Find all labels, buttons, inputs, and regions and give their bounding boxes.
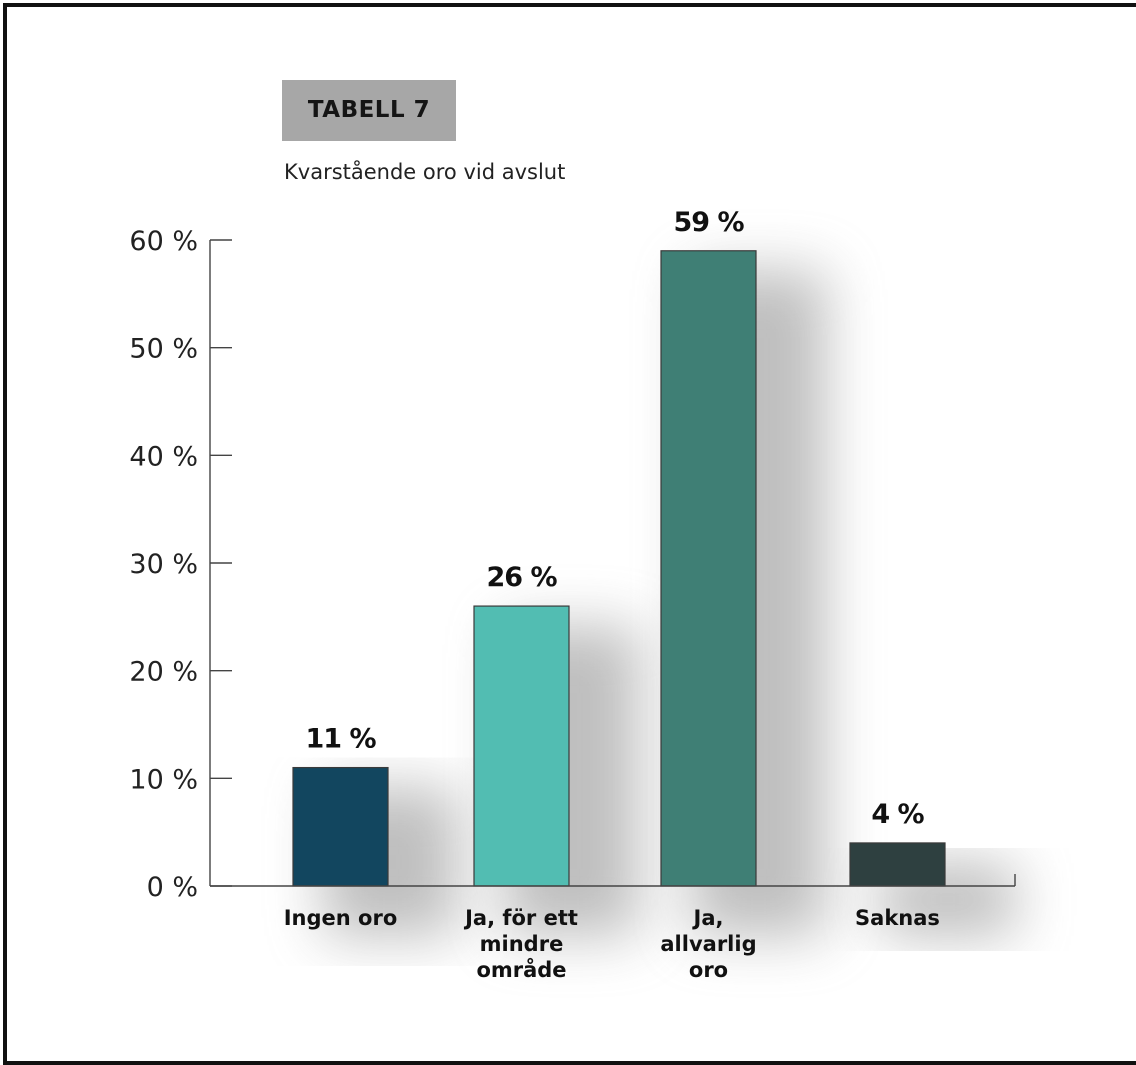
data-label: 4 % [871,799,924,830]
category-label-line: oro [689,958,728,982]
category-label-line: Saknas [855,906,940,930]
category-label: Ja, allvarlig oro [660,906,756,982]
category-label-line: allvarlig [660,932,756,956]
bar [473,605,570,887]
category-label-line: Ingen oro [284,906,398,930]
y-tick-label: 30 % [129,549,198,580]
bar [660,250,757,887]
data-labels: 11 % 26 % 59 % 4 % [305,207,925,830]
category-label-line: mindre [480,932,564,956]
y-tick-label: 10 % [129,764,198,795]
y-tick-label: 20 % [129,657,198,688]
category-label-line: område [476,957,566,982]
category-label-line: Ja, för ett [463,906,578,930]
data-label: 26 % [486,562,557,593]
category-label: Saknas [855,906,940,930]
x-axis-labels: Ingen oro Ja, för ett mindre område Ja, allva… [284,906,940,982]
y-tick-label: 50 % [129,334,198,365]
y-tick-label: 60 % [129,226,198,257]
category-label-line: Ja, [692,906,724,930]
chart-subtitle: Kvarstående oro vid avslut [284,160,566,184]
bars [292,250,946,887]
y-tick-label: 0 % [147,872,198,903]
bar [292,766,389,887]
bar [849,842,946,887]
y-axis-ticks: 0 % 10 % 20 % 30 % 40 % 50 % 60 % [129,226,232,903]
y-tick-label: 40 % [129,441,198,472]
data-label: 11 % [305,724,376,755]
category-label: Ingen oro [284,906,398,930]
table-number-tag: TABELL 7 [282,80,456,141]
category-label: Ja, för ett mindre område [463,906,578,982]
data-label: 59 % [673,207,744,238]
